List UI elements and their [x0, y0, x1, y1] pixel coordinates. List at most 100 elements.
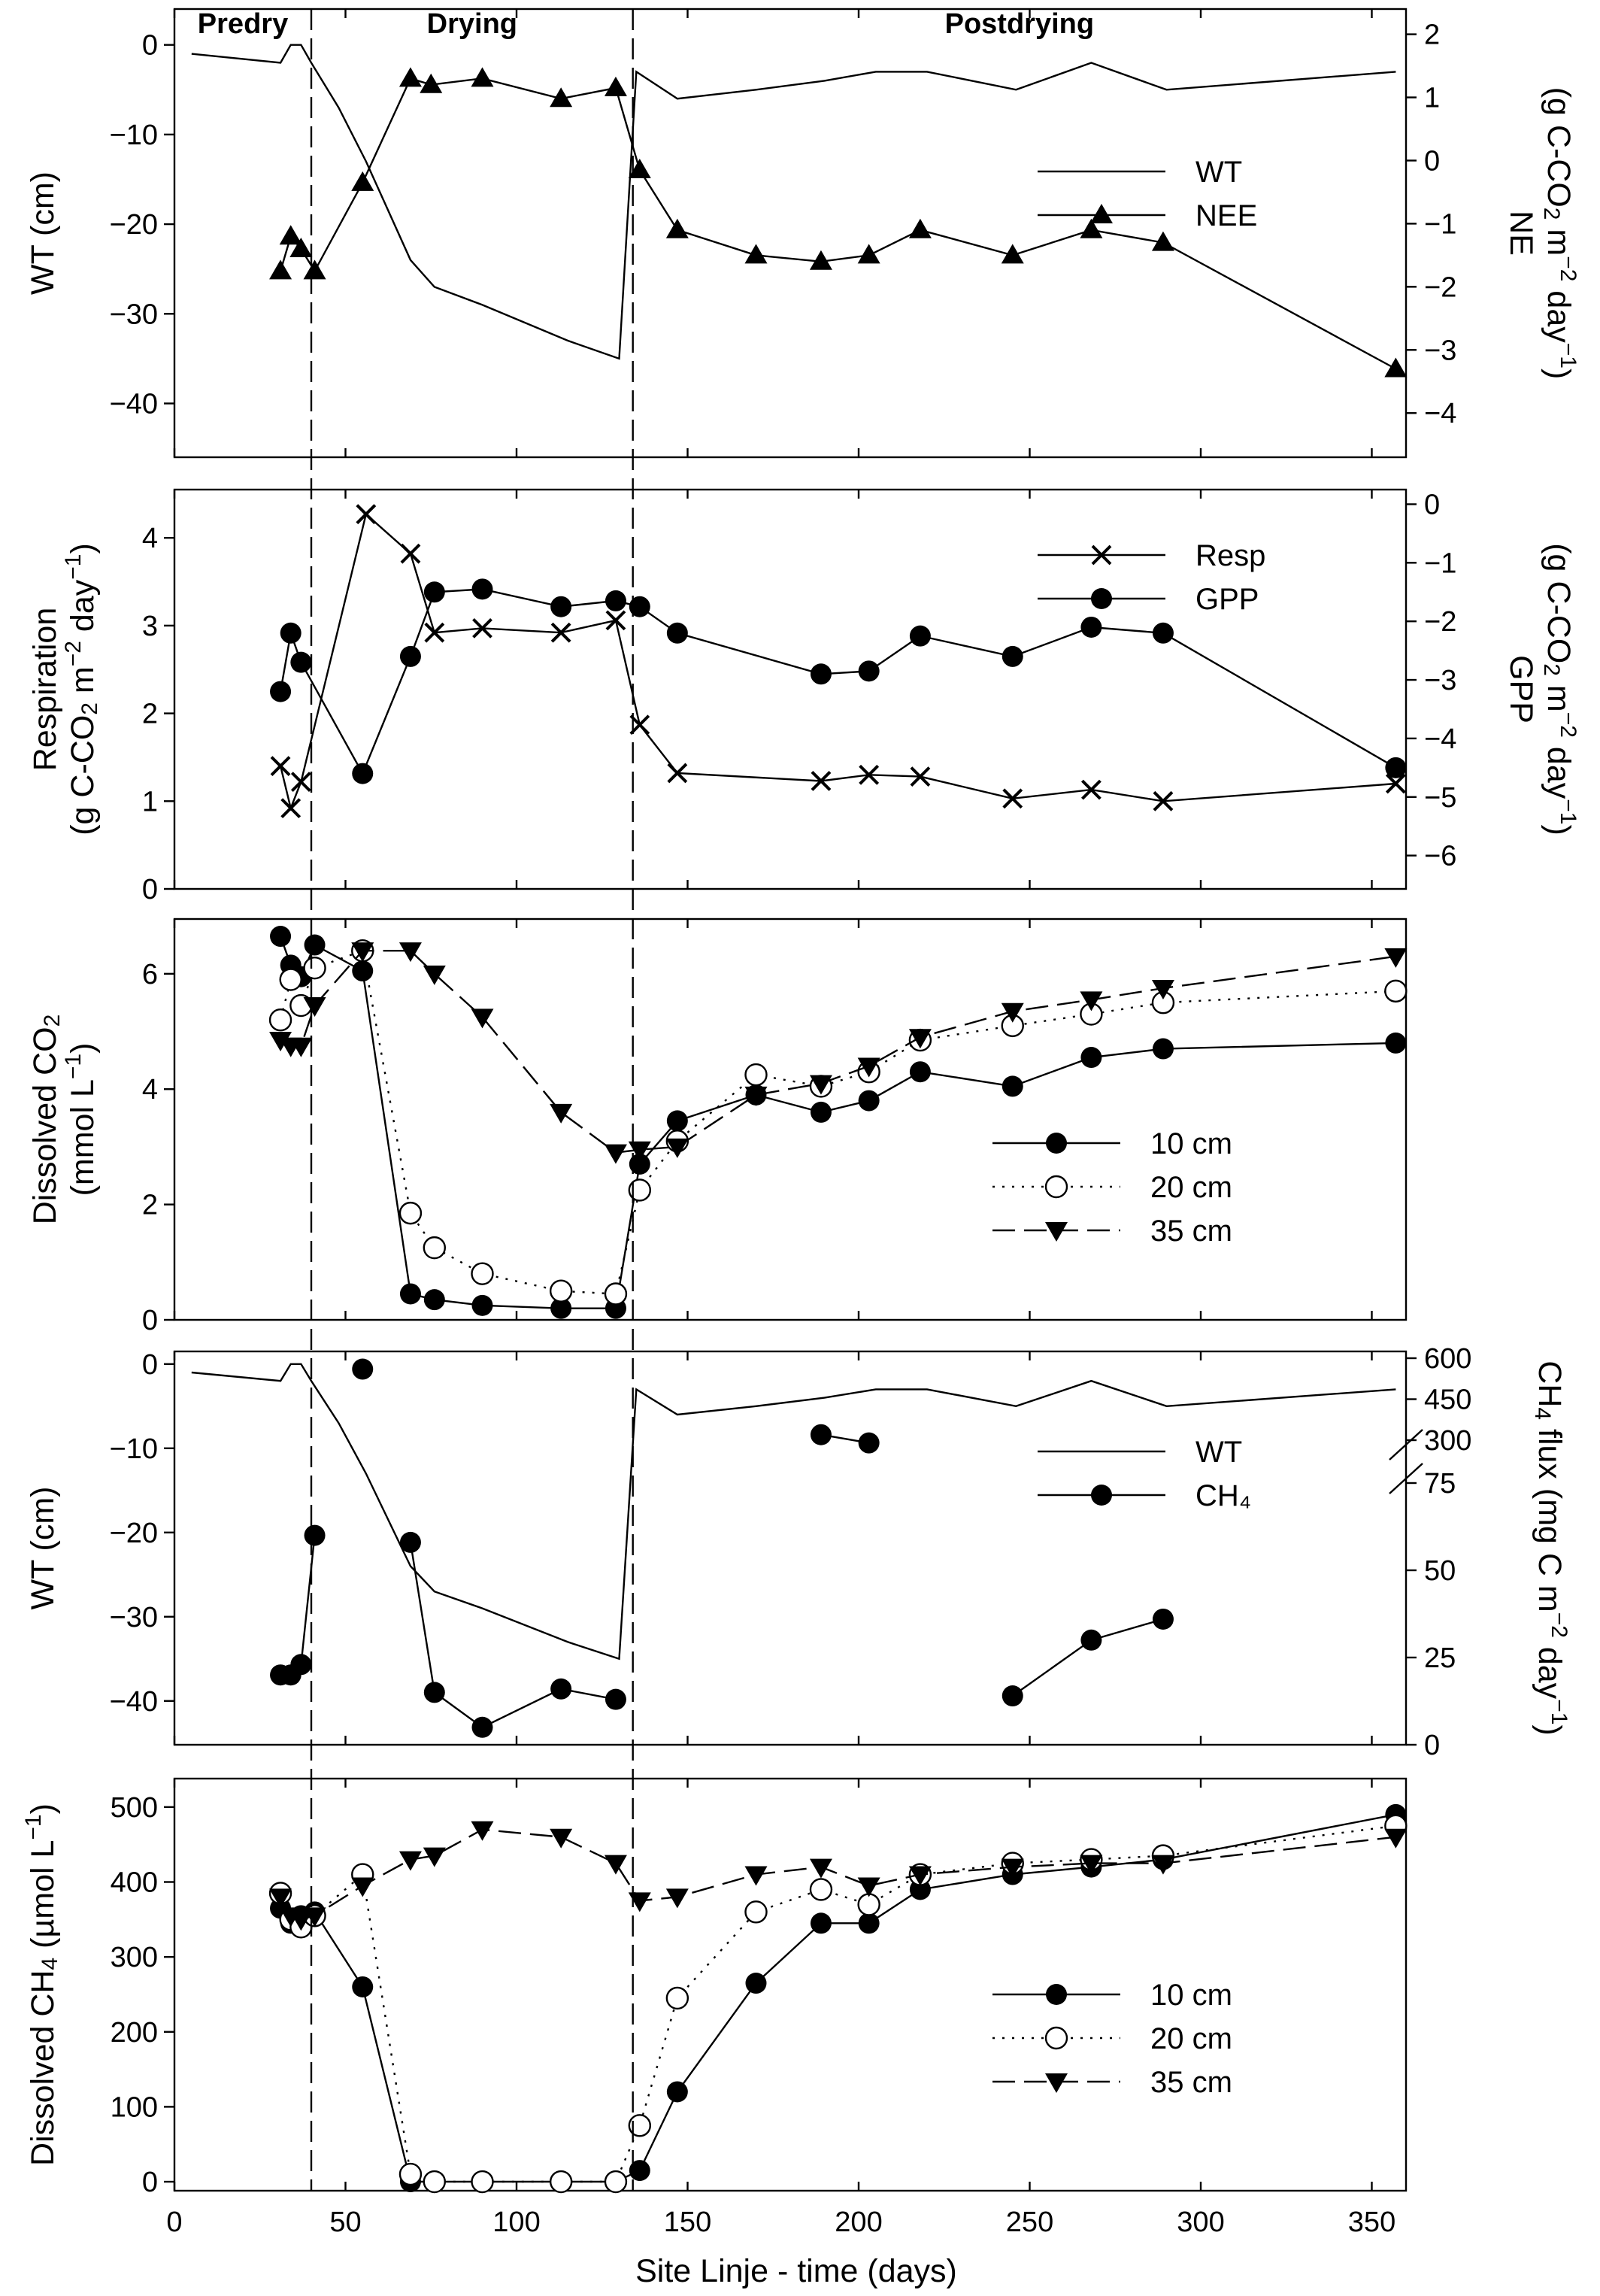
- data-point-nee: [1384, 357, 1408, 378]
- data-point-gpp: [629, 596, 650, 617]
- series-wt: [191, 44, 1396, 360]
- y-tick-label: 4: [142, 1074, 158, 1106]
- y2-axis-title-text: flux (mg C m: [1532, 1420, 1568, 1612]
- data-point-gpp: [290, 651, 312, 673]
- y-axis-title-text: −2: [61, 641, 86, 666]
- data-point-nee: [857, 244, 880, 264]
- data-point-gpp: [909, 625, 931, 647]
- data-point-20-cm: [549, 1279, 573, 1303]
- data-point-20-cm: [549, 2170, 573, 2194]
- data-point-35-cm: [351, 942, 374, 963]
- plot-frame: [173, 1350, 1408, 1746]
- data-point-resp: [290, 772, 311, 793]
- y2-axis-title-text: 2: [1539, 663, 1564, 676]
- data-point-35-cm: [857, 1877, 880, 1897]
- y-tick-label: 300: [111, 1942, 158, 1973]
- data-point-10-cm: [909, 1061, 931, 1083]
- y-tick-label: 0: [142, 2167, 158, 2198]
- y-axis-title-line-2: (g C-CO2 m−2 day−1): [61, 543, 102, 836]
- series-line-10-cm: [280, 1813, 1396, 2183]
- series-wt: [191, 1363, 1396, 1661]
- phase-labels: Predry Drying Postdrying: [198, 8, 1094, 40]
- y2-axis-title-text: (g C-CO: [1541, 87, 1577, 208]
- y2-axis-title-text: −2: [1547, 1612, 1571, 1638]
- x-tick-label: 300: [1177, 2207, 1224, 2238]
- panel-wt-ch4: 0 −10 −20 −30 −40 0 25 50 75 300 450 600 WT CH₄ WT (cm…: [25, 1343, 1571, 1761]
- data-point-20-cm: [471, 2170, 494, 2194]
- y-axis-title-text: (g C-CO: [65, 715, 101, 836]
- y-axis-title-text: m: [65, 666, 101, 702]
- series-35-cm: [269, 942, 1408, 1164]
- plot-frame: [173, 8, 1408, 459]
- y2-tick-label: 450: [1424, 1385, 1471, 1416]
- y2-tick-label: −1: [1424, 547, 1456, 579]
- legend-marker: [1044, 2026, 1068, 2050]
- data-point-10-cm: [1152, 1038, 1174, 1060]
- legend-marker: [1044, 1175, 1068, 1199]
- y2-tick-label: −4: [1424, 398, 1456, 429]
- plot-frame: [173, 1777, 1408, 2192]
- data-point-ch: [1152, 1608, 1174, 1630]
- data-point-20-cm: [1384, 979, 1408, 1003]
- series-line-resp: [279, 512, 1396, 811]
- data-point-20-cm: [398, 2162, 423, 2186]
- data-point-nee: [628, 159, 651, 179]
- y-axis-title-line-1: Respiration: [27, 608, 63, 772]
- data-point-10-cm: [352, 960, 374, 982]
- data-point-gpp: [1002, 645, 1023, 667]
- plot-frame: [173, 917, 1408, 1321]
- axis-break-mark: [1389, 1463, 1423, 1494]
- data-point-gpp: [605, 590, 626, 611]
- y-tick-label: 1: [142, 786, 158, 817]
- legend-marker: [1046, 1133, 1067, 1154]
- data-point-35-cm: [857, 1057, 880, 1078]
- y2-axis-title-line-1: GPP: [1503, 655, 1539, 723]
- y2-axis-title-text: CH: [1532, 1360, 1568, 1407]
- y-tick-label: −10: [110, 120, 158, 151]
- data-point-10-cm: [810, 1101, 832, 1123]
- data-point-nee: [351, 171, 374, 191]
- y2-axis-title-text: day: [1541, 281, 1577, 343]
- data-point-nee: [303, 259, 326, 280]
- y2-tick-label: −2: [1424, 606, 1456, 638]
- phase-label-drying: Drying: [427, 8, 517, 40]
- y2-axis-title-text: (g C-CO: [1541, 543, 1577, 663]
- y-axis-title-text: ): [25, 1803, 61, 1814]
- data-point-ch: [1080, 1629, 1102, 1651]
- y-axis-title-text: WT (cm): [25, 1487, 61, 1610]
- data-point-nee: [665, 218, 689, 238]
- data-point-10-cm: [745, 1973, 767, 1994]
- y-axis-title-text: −1: [61, 1054, 86, 1079]
- data-point-nee: [289, 237, 313, 257]
- legend-marker: [1045, 1222, 1068, 1242]
- x-tick-label: 200: [835, 2207, 882, 2238]
- data-point-35-cm: [1080, 1855, 1103, 1875]
- y-tick-label: −20: [110, 1518, 158, 1549]
- data-point-35-cm: [665, 1138, 689, 1158]
- legend-label: CH₄: [1195, 1479, 1251, 1512]
- y2-tick-label: −3: [1424, 665, 1456, 696]
- y-axis-title-line-1: Dissolved CO2: [27, 1015, 65, 1225]
- data-point-gpp: [1152, 622, 1174, 644]
- data-point-35-cm: [289, 1911, 313, 1931]
- series-ch: [270, 1358, 1174, 1738]
- y-axis-title-text: WT (cm): [25, 171, 61, 295]
- x-tick-label: 50: [329, 2207, 361, 2238]
- legend-marker: [1091, 544, 1112, 566]
- y2-tick-label: 75: [1424, 1468, 1456, 1500]
- data-point-35-cm: [269, 1888, 292, 1909]
- data-point-ch: [399, 1531, 421, 1553]
- data-point-10-cm: [666, 1110, 688, 1132]
- data-point-35-cm: [398, 942, 422, 963]
- data-point-resp: [1002, 788, 1023, 809]
- y2-axis-title-text: ): [1532, 1724, 1568, 1735]
- data-point-resp: [667, 763, 688, 784]
- y2-axis-title-text: 2: [1539, 208, 1564, 220]
- data-point-nee: [908, 218, 932, 238]
- data-point-35-cm: [628, 1892, 651, 1912]
- data-point-ch: [1002, 1685, 1023, 1707]
- data-point-10-cm: [399, 1283, 421, 1305]
- data-point-35-cm: [289, 1037, 313, 1057]
- data-point-20-cm: [628, 2114, 651, 2137]
